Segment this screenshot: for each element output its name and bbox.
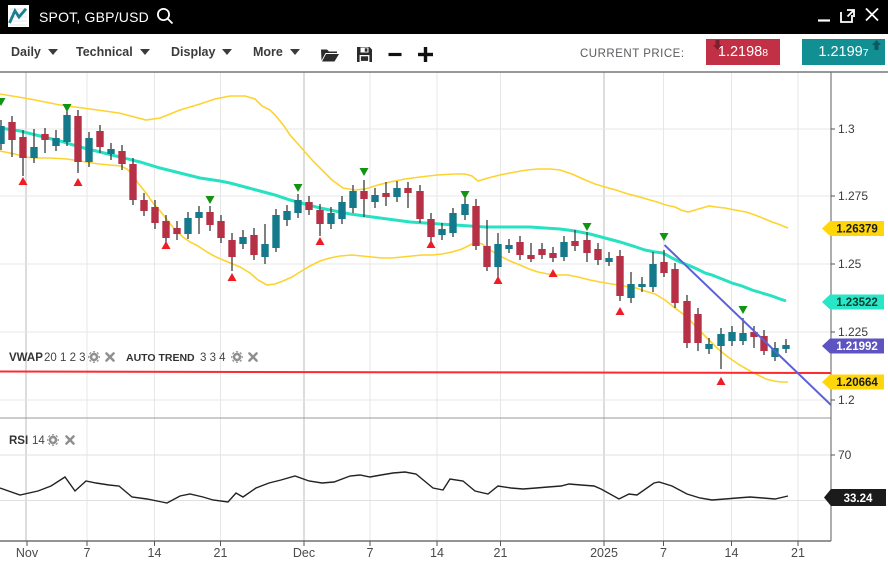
svg-text:14: 14 (725, 546, 739, 560)
svg-text:1.275: 1.275 (838, 189, 868, 203)
svg-text:20 1 2 3: 20 1 2 3 (44, 352, 86, 364)
svg-text:21: 21 (494, 546, 508, 560)
svg-text:1.20664: 1.20664 (836, 377, 878, 389)
svg-text:1.3: 1.3 (838, 122, 855, 136)
svg-text:3 3 4: 3 3 4 (200, 352, 226, 364)
svg-text:Nov: Nov (16, 546, 39, 560)
svg-text:1.25: 1.25 (838, 257, 862, 271)
svg-text:AUTO TREND: AUTO TREND (126, 352, 195, 364)
svg-text:Dec: Dec (293, 546, 315, 560)
svg-text:1.21992: 1.21992 (836, 341, 878, 353)
svg-text:1.26379: 1.26379 (836, 224, 878, 236)
svg-text:33.24: 33.24 (844, 493, 873, 505)
svg-text:14: 14 (430, 546, 444, 560)
svg-text:1.2: 1.2 (838, 393, 855, 407)
svg-text:21: 21 (214, 546, 228, 560)
svg-text:RSI: RSI (9, 435, 28, 447)
svg-text:14: 14 (32, 435, 45, 447)
svg-text:14: 14 (148, 546, 162, 560)
svg-text:70: 70 (838, 448, 852, 462)
svg-text:1.225: 1.225 (838, 325, 868, 339)
svg-text:7: 7 (660, 546, 667, 560)
svg-text:2025: 2025 (590, 546, 618, 560)
svg-text:7: 7 (367, 546, 374, 560)
svg-text:21: 21 (791, 546, 805, 560)
svg-text:1.23522: 1.23522 (836, 297, 878, 309)
svg-text:7: 7 (84, 546, 91, 560)
svg-text:VWAP: VWAP (9, 352, 43, 364)
